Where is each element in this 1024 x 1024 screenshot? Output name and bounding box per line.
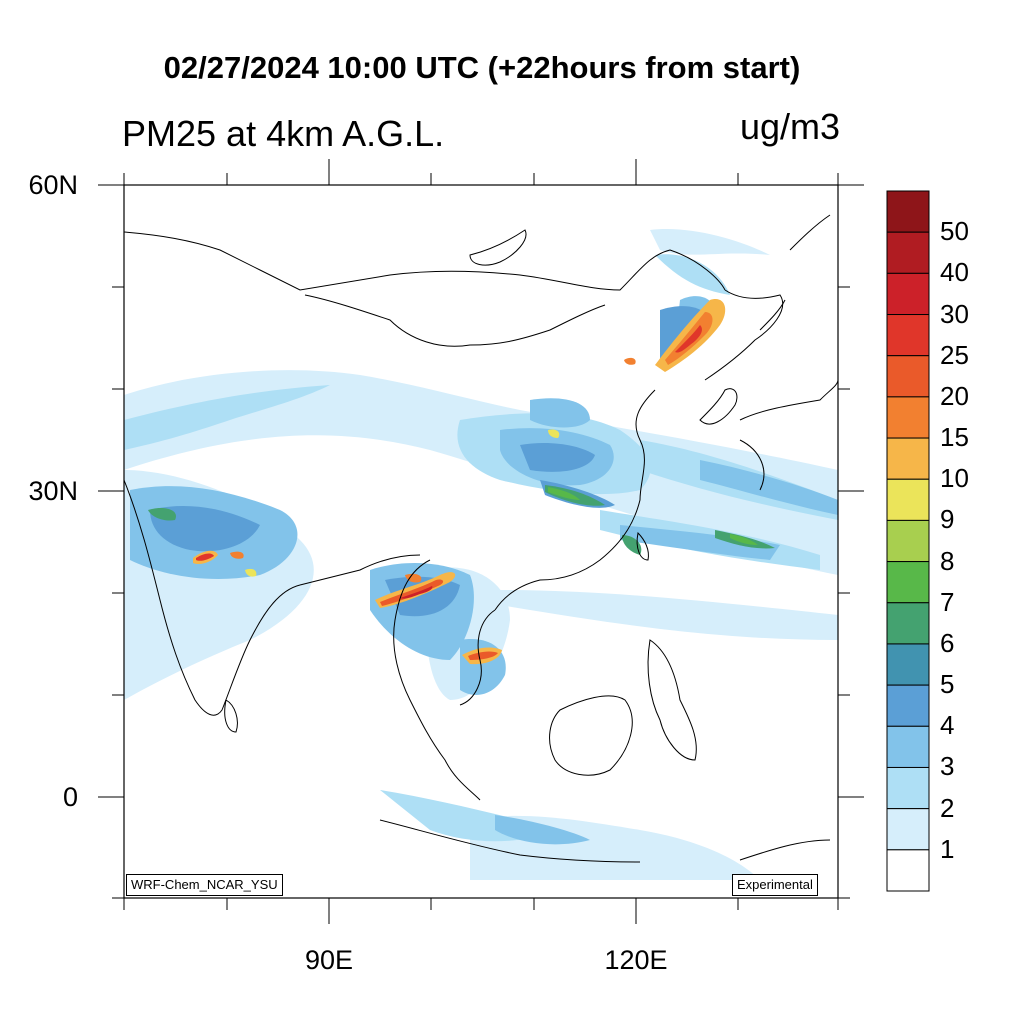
colorbar-level-label: 25	[940, 339, 969, 370]
axis-ticks	[98, 159, 864, 924]
colorbar-level-label: 9	[940, 504, 955, 535]
lat-label-60n: 60N	[28, 170, 78, 200]
colorbar-swatch	[886, 190, 930, 233]
colorbar-swatch	[886, 808, 930, 851]
hotspot-cambodia	[462, 647, 502, 665]
colorbar-level-label: 40	[940, 257, 969, 288]
colorbar-swatch	[886, 725, 930, 768]
colorbar-swatch	[886, 766, 930, 810]
colorbar-level-label: 20	[940, 380, 969, 411]
colorbar-swatch	[886, 561, 930, 604]
colorbar-level-label: 15	[940, 422, 969, 453]
colorbar-swatch	[886, 478, 930, 521]
colorbar	[886, 190, 930, 892]
colorbar-swatch	[886, 684, 930, 727]
variable-label: PM25 at 4km A.G.L.	[122, 113, 445, 154]
hotspot-myanmar-laos	[375, 572, 456, 608]
colorbar-swatch	[886, 272, 930, 316]
colorbar-swatch	[886, 849, 930, 892]
hotspot-india	[193, 550, 244, 565]
colorbar-level-label: 7	[940, 586, 955, 617]
colorbar-swatch	[886, 396, 930, 439]
colorbar-level-label: 30	[940, 298, 969, 329]
experimental-tag: Experimental	[732, 874, 818, 896]
colorbar-swatch	[886, 602, 930, 645]
pm25-field	[124, 229, 838, 880]
colorbar-swatch	[886, 519, 930, 563]
map-frame	[123, 184, 839, 899]
colorbar-level-label: 2	[940, 792, 955, 823]
lon-label-120e: 120E	[604, 945, 668, 975]
colorbar-level-label: 50	[940, 216, 969, 247]
colorbar-level-label: 4	[940, 710, 955, 741]
colorbar-swatch	[886, 643, 930, 686]
colorbar-level-label: 5	[940, 669, 955, 700]
colorbar-level-label: 10	[940, 463, 969, 494]
colorbar-swatch	[886, 231, 930, 274]
lat-label-30n: 30N	[28, 476, 78, 506]
colorbar-level-label: 3	[940, 751, 955, 782]
coastlines	[124, 214, 838, 863]
lon-label-90e: 90E	[304, 945, 354, 975]
units-label: ug/m3	[739, 106, 840, 147]
plot-title: 02/27/2024 10:00 UTC (+22hours from star…	[163, 50, 801, 85]
colorbar-swatch	[886, 355, 930, 398]
colorbar-level-label: 1	[940, 833, 955, 864]
colorbar-level-label: 6	[940, 627, 955, 658]
colorbar-swatch	[886, 314, 930, 357]
model-source-tag: WRF-Chem_NCAR_YSU	[126, 874, 283, 896]
colorbar-swatch	[886, 437, 930, 480]
lat-label-0: 0	[62, 782, 78, 812]
hotspot-northeast-china	[624, 299, 726, 372]
colorbar-level-label: 8	[940, 545, 955, 576]
